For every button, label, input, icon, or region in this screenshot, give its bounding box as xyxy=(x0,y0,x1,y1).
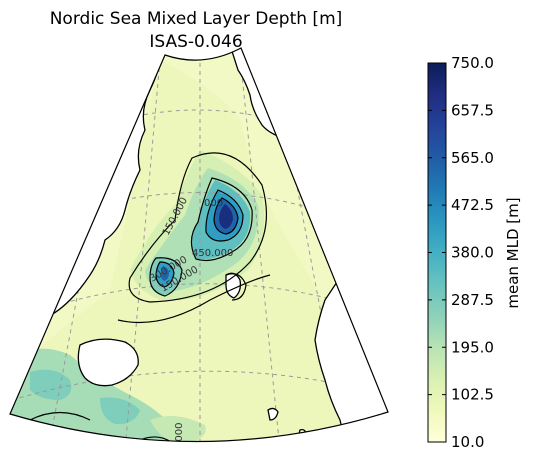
map-subtitle: ISAS-0.046 xyxy=(149,32,242,52)
colorbar-tick-label: 380.0 xyxy=(451,244,494,262)
colorbar: 750.0 657.5 565.0 472.5 380.0 287.5 195.0 102.5… xyxy=(428,54,522,451)
colorbar-tick-label: 657.5 xyxy=(451,101,494,119)
colorbar-tick-label: 195.0 xyxy=(451,338,494,356)
colorbar-tick-label: 10.0 xyxy=(451,433,484,451)
colorbar-tick-label: 565.0 xyxy=(451,149,494,167)
contour-label-450-mid: 450.000 xyxy=(192,248,233,259)
map-title: Nordic Sea Mixed Layer Depth [m] xyxy=(50,9,343,29)
contour-label-bottom: 0000 xyxy=(174,423,185,448)
contour-label-top-small: 000 xyxy=(204,198,223,209)
colorbar-tick-label: 102.5 xyxy=(451,386,494,404)
colorbar-tick-label: 472.5 xyxy=(451,196,494,214)
map-panel: 150.000 450.000 300.000 150.000 0000 000 xyxy=(0,40,400,465)
shetland-islands xyxy=(298,430,306,440)
colorbar-label: mean MLD [m] xyxy=(504,197,522,308)
colorbar-tick-label: 287.5 xyxy=(451,291,494,309)
colorbar-tick-label: 750.0 xyxy=(451,54,494,72)
